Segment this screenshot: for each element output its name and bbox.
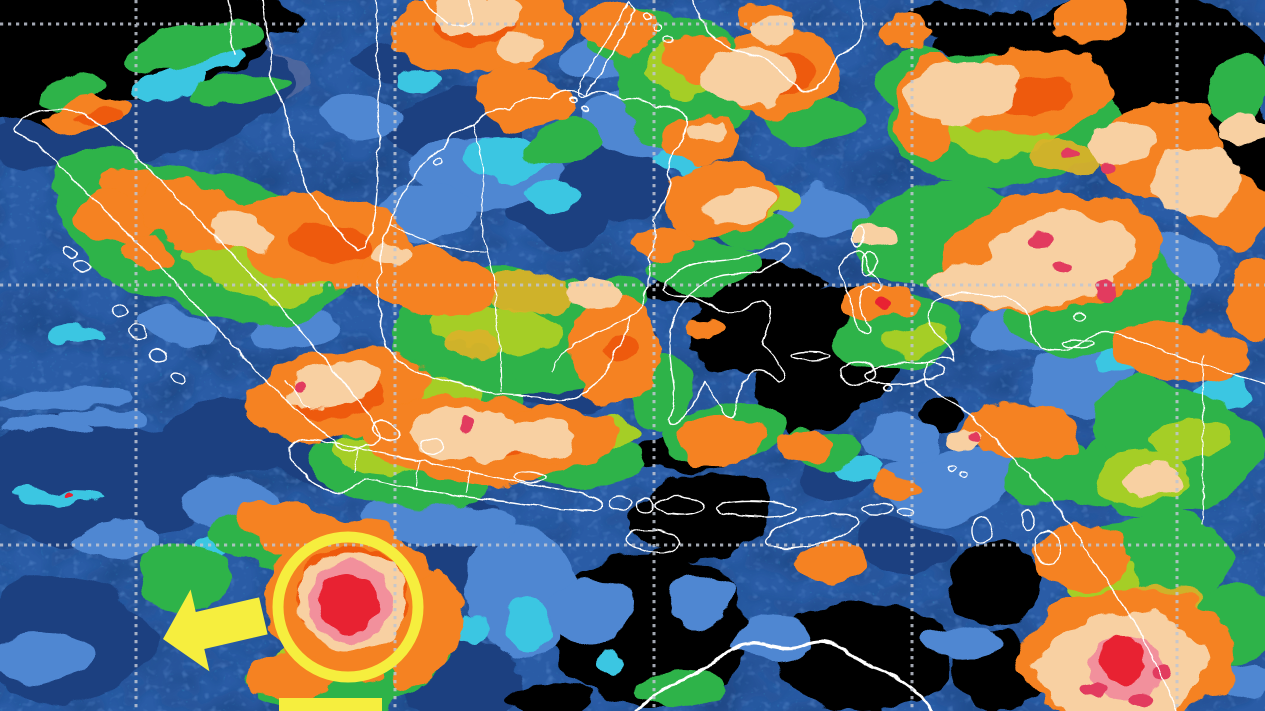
annotations (163, 531, 424, 711)
coastline-bangka (371, 419, 401, 443)
coastline-mindanao (692, 0, 864, 92)
coastline-kai (1021, 509, 1035, 531)
cyclone-highlight-circle (272, 531, 424, 683)
coastline-borneo (376, 90, 688, 402)
border-kalimantan-2 (389, 223, 487, 253)
coastline-wetar (861, 503, 895, 515)
coastline-sula (789, 351, 831, 361)
coastline-buru (840, 360, 876, 386)
coastline-natuna (432, 158, 442, 166)
bottom-marker-bar (279, 698, 382, 711)
border-java-3 (465, 470, 471, 493)
border-south-sumatra (284, 379, 311, 409)
coastline-mentawai-2 (111, 302, 129, 318)
coastline-sumbawa (655, 496, 705, 516)
coastline-halmahera (838, 250, 883, 335)
border-java-2 (415, 460, 421, 487)
coastline-sulawesi (662, 242, 792, 425)
coastline-java (287, 439, 603, 512)
coastline-talaud-2 (861, 250, 877, 276)
coastline-flores (715, 500, 797, 518)
motion-arrow (163, 589, 268, 672)
coastline-banda-1 (947, 464, 957, 472)
coastline-australia (634, 640, 934, 711)
coastline-ambon (883, 384, 893, 392)
coastline-palawan-islet-2 (581, 106, 589, 112)
coastline-seram (864, 361, 946, 385)
coastline-andaman-fragment (227, 0, 235, 56)
coastline-banda-2 (958, 470, 968, 478)
coastline-belitung (420, 437, 444, 455)
coastline-mentawai-1 (73, 259, 91, 273)
cloud-layer-red (64, 296, 1144, 684)
coastline-palawan-islet-1 (569, 97, 577, 103)
coastline-mentawai-5 (170, 371, 186, 385)
coastline-new-guinea-south (923, 302, 1178, 711)
coastlines (13, 0, 1265, 711)
coastline-bali (608, 495, 632, 511)
coastline-new-guinea-north (932, 291, 1265, 386)
coastline-palawan (576, 1, 635, 99)
coastline-timor (764, 512, 860, 550)
coastline-madura (513, 471, 547, 483)
coastline-biak (1073, 311, 1087, 321)
coastline-vietnam-tip (423, 0, 474, 28)
cloud-layer-crimson (297, 150, 1172, 707)
coastline-sangihe-3 (663, 36, 673, 44)
coastline-aru (1034, 530, 1062, 566)
coastline-yapen (1061, 339, 1095, 349)
coastline-sangihe-1 (643, 12, 653, 20)
coastline-tanimbar (971, 516, 993, 544)
coastline-talaud-1 (851, 224, 865, 248)
border-kalimantan-1 (473, 125, 503, 393)
coastline-nias (62, 246, 78, 258)
border-kalimantan-3 (551, 316, 631, 373)
coastline-sumatra (13, 108, 380, 453)
coastline-mentawai-4 (149, 348, 167, 364)
border-java-1 (353, 448, 359, 473)
coastline-malay-peninsula (261, 0, 381, 251)
